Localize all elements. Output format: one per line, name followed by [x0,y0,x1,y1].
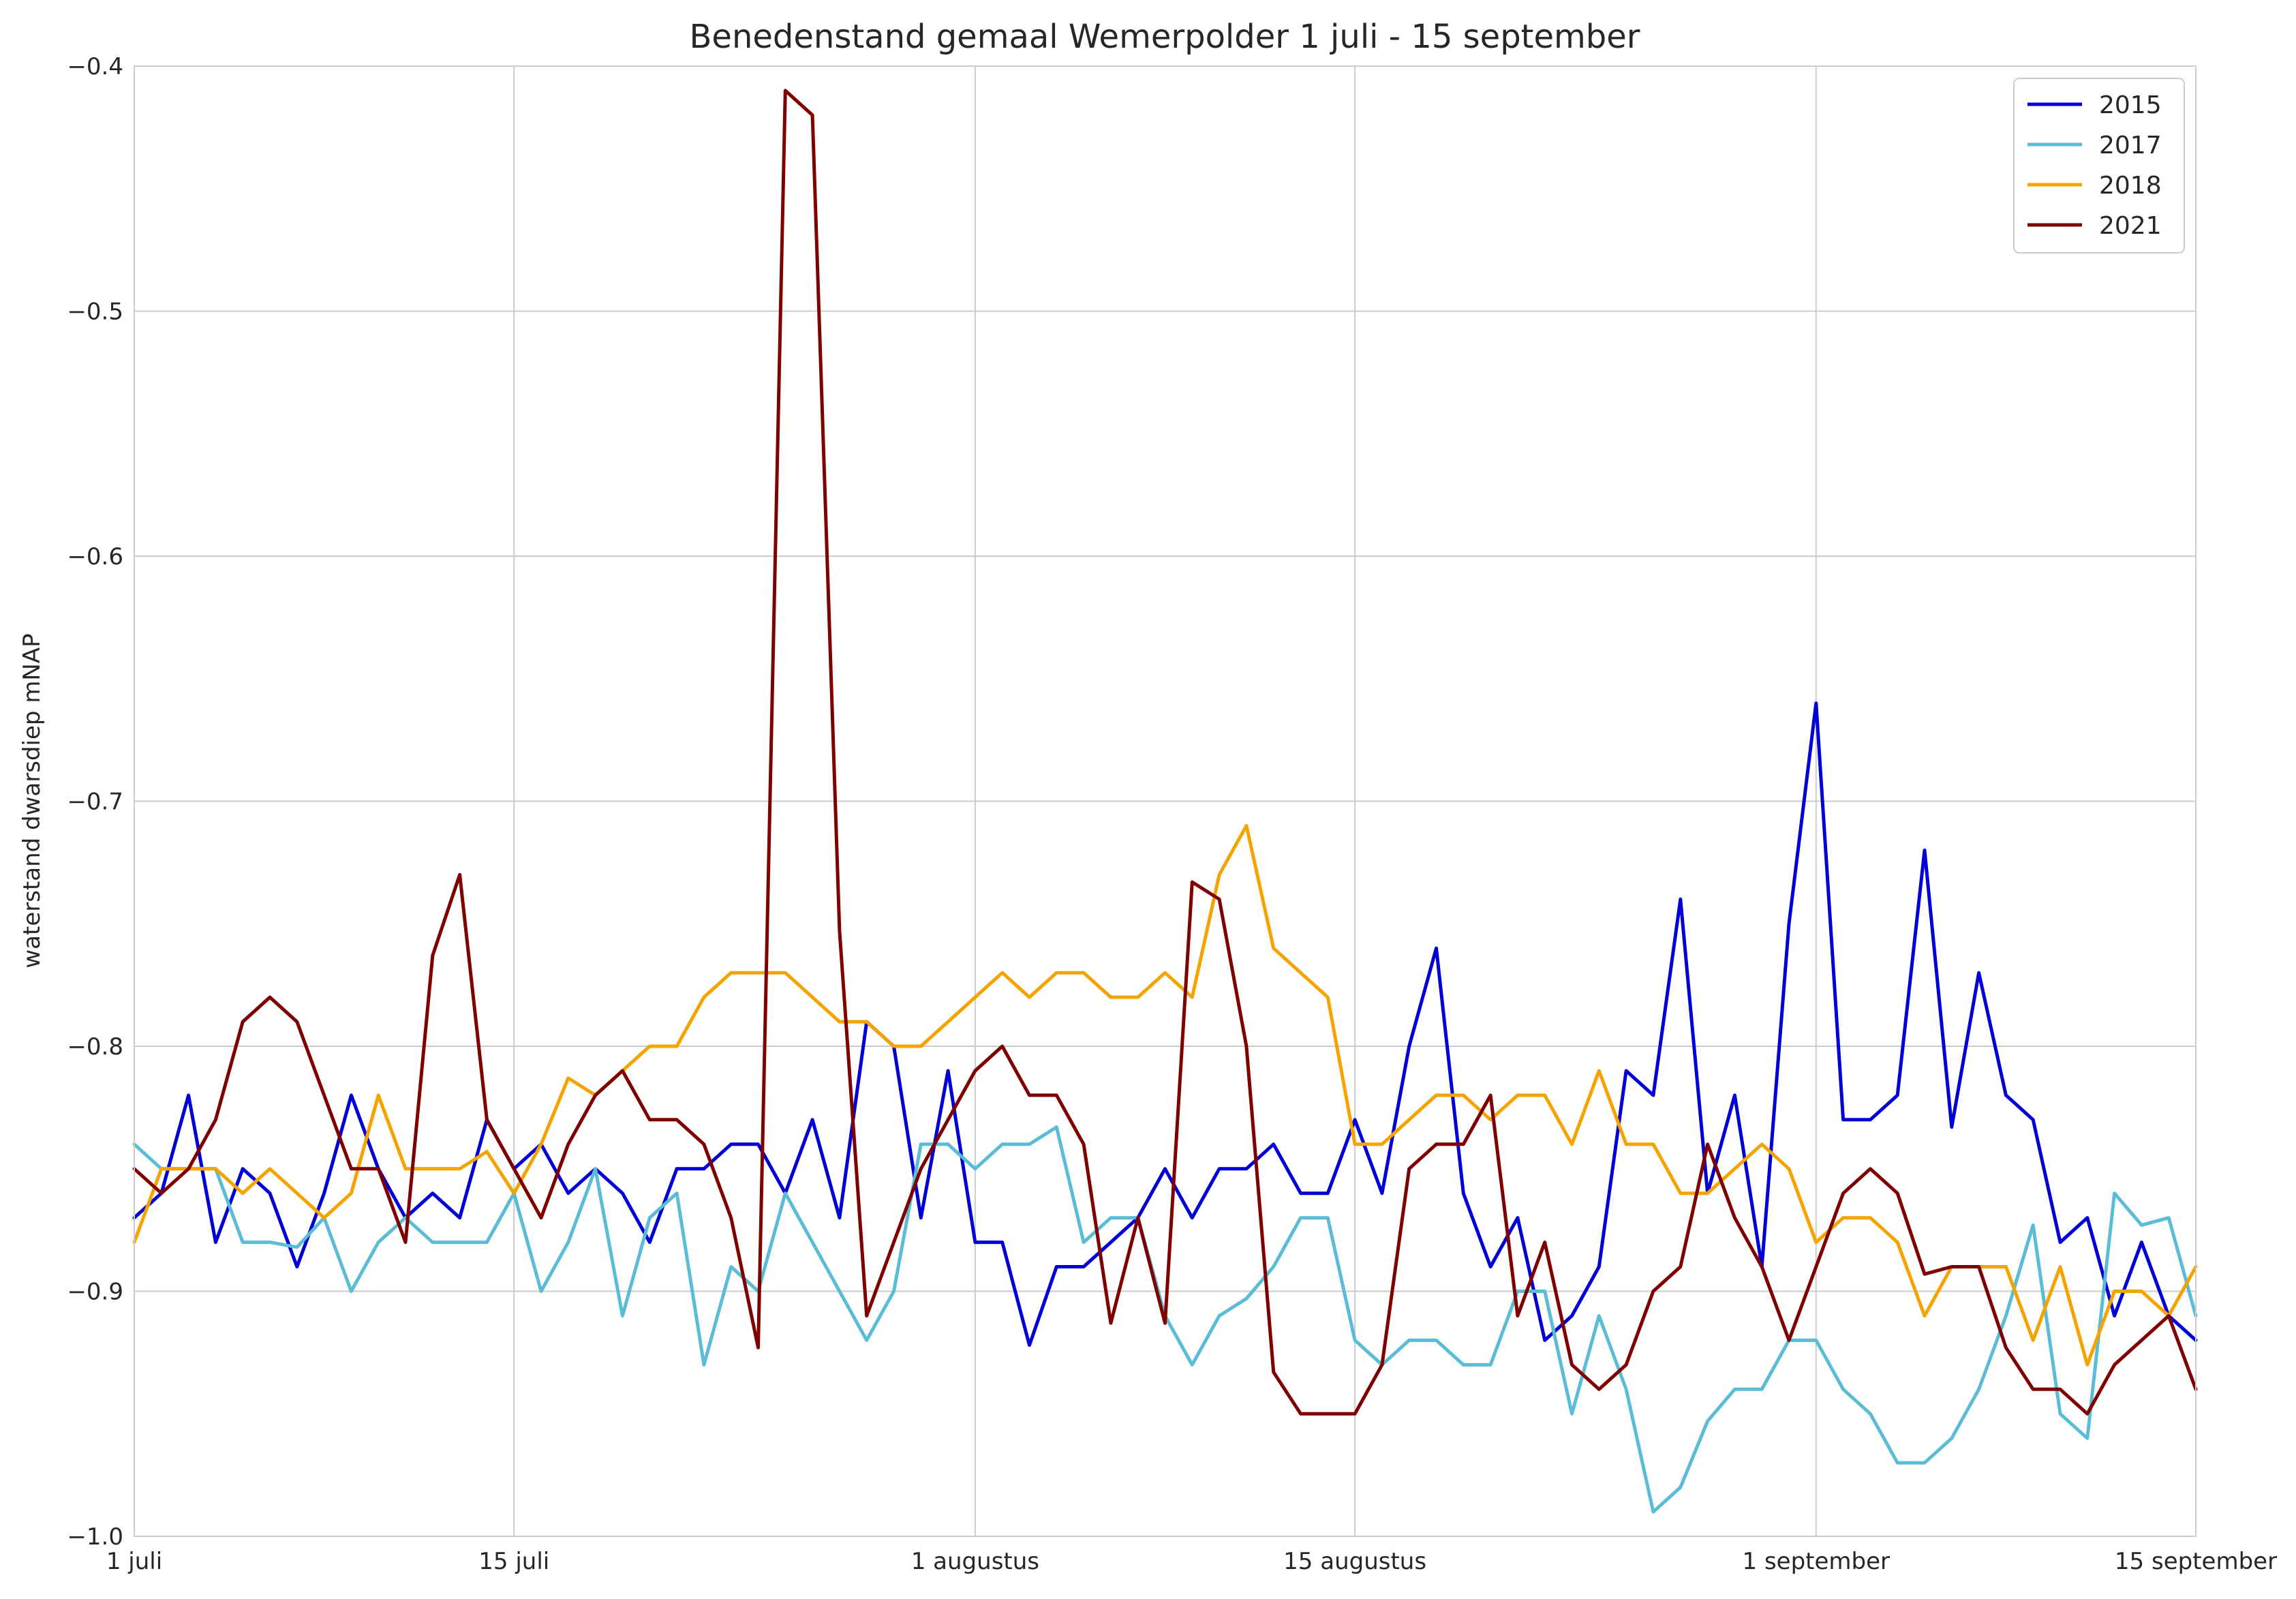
x-axis-ticks: 1 juli 15 juli 1 augustus 15 augustus 1 sept… [106,1548,2277,1575]
y-tick-label: −0.4 [67,53,123,80]
x-tick-label: 15 september [2115,1548,2277,1575]
y-tick-label: −0.9 [67,1279,123,1306]
x-tick-label: 1 augustus [911,1548,1039,1575]
x-tick-label: 15 augustus [1283,1548,1426,1575]
x-tick-label: 1 juli [106,1548,162,1575]
legend-box [2013,78,2185,254]
series-line-2015 [132,701,2198,1347]
legend-label: 2017 [2099,132,2162,159]
series-line-2018 [132,823,2198,1367]
series-layer [132,89,2198,1514]
y-tick-label: −1.0 [67,1523,123,1551]
y-tick-label: −0.5 [67,299,123,326]
legend-label: 2018 [2099,172,2162,200]
y-axis-ticks: −1.0 −0.9 −0.8 −0.7 −0.6 −0.5 −0.4 [67,53,123,1551]
legend: 2015 2017 2018 2021 [2013,78,2185,254]
y-tick-label: −0.8 [67,1033,123,1061]
y-tick-label: −0.6 [67,543,123,570]
y-axis-label: waterstand dwarsdiep mNAP [18,633,46,968]
x-tick-label: 15 juli [478,1548,549,1575]
legend-label: 2021 [2099,212,2162,240]
chart-title: Benedenstand gemaal Wemerpolder 1 juli -… [689,18,1640,56]
series-line-2021 [132,89,2198,1416]
legend-label: 2015 [2099,91,2162,119]
y-tick-label: −0.7 [67,789,123,816]
plot-frame [134,65,2196,1537]
x-tick-label: 1 september [1743,1548,1891,1575]
